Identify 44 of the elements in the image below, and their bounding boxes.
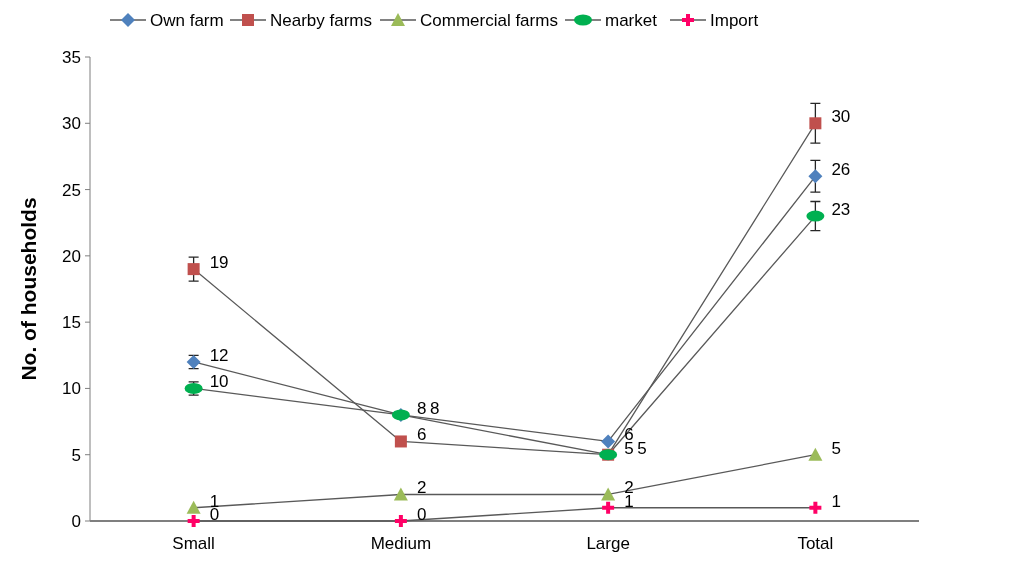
legend-label: Commercial farms xyxy=(420,10,558,30)
y-tick-label: 30 xyxy=(62,114,81,134)
x-tick-label: Total xyxy=(797,534,834,553)
data-label: 12 xyxy=(209,345,229,365)
point xyxy=(808,169,823,184)
y-axis-title: No. of households xyxy=(17,197,40,381)
legend-label: Own farm xyxy=(150,10,224,30)
x-tick-label: Small xyxy=(172,534,215,553)
y-tick-label: 0 xyxy=(71,511,81,531)
point xyxy=(186,500,201,514)
y-tick-label: 20 xyxy=(62,246,81,266)
point xyxy=(393,487,408,501)
data-label: 5 xyxy=(831,438,841,458)
point xyxy=(394,435,407,448)
data-label: 10 xyxy=(209,372,229,392)
x-tick-label: Large xyxy=(586,534,630,553)
point xyxy=(187,515,200,527)
data-label: 2 xyxy=(416,478,427,498)
data-label: 26 xyxy=(831,160,851,180)
legend-label: market xyxy=(605,10,658,30)
point xyxy=(809,117,822,130)
x-tick-label: Medium xyxy=(370,534,432,553)
point xyxy=(601,434,616,449)
y-tick-label: 5 xyxy=(71,445,81,465)
point xyxy=(809,501,822,514)
point xyxy=(394,515,407,527)
legend-label: Import xyxy=(710,10,759,30)
data-label: 23 xyxy=(831,200,851,220)
data-label: 8 xyxy=(429,398,440,418)
data-label: 8 xyxy=(416,398,427,418)
data-label: 5 xyxy=(637,438,647,458)
data-label: 30 xyxy=(831,107,851,127)
data-label: 19 xyxy=(209,253,229,273)
point xyxy=(187,263,200,276)
point xyxy=(601,487,616,501)
point xyxy=(808,447,823,461)
y-tick-label: 15 xyxy=(62,313,81,333)
y-tick-label: 35 xyxy=(62,47,81,67)
y-tick-label: 25 xyxy=(62,180,81,200)
data-label: 6 xyxy=(416,425,427,445)
y-tick-label: 10 xyxy=(62,379,81,399)
legend-label: Nearby farms xyxy=(270,10,373,30)
data-label: 1 xyxy=(831,491,841,511)
point xyxy=(602,501,615,514)
